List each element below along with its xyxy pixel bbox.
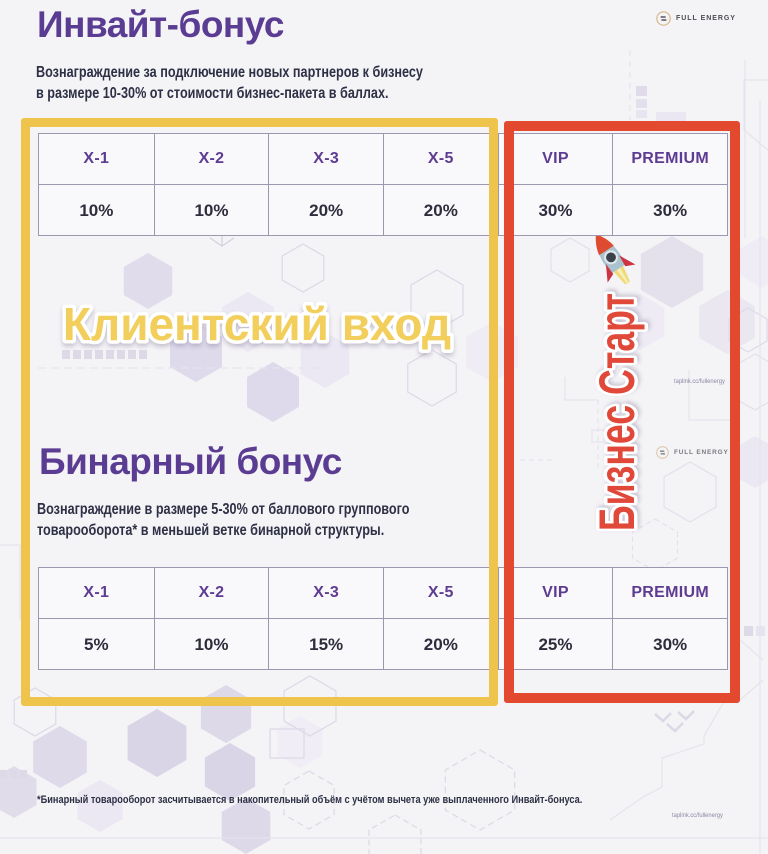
svg-text:Бизнес Старт: Бизнес Старт: [589, 293, 645, 531]
svg-text:Клиентский вход: Клиентский вход: [63, 298, 451, 350]
